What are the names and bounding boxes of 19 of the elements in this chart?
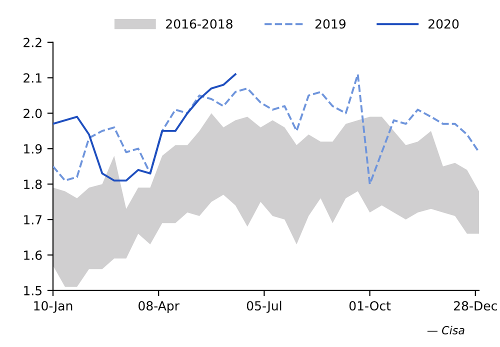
x-tick-label: 05-Jul <box>246 300 282 313</box>
line-series <box>53 73 479 186</box>
x-tick-label: 01-Oct <box>349 301 391 311</box>
x-tick-label: 08-Apr <box>138 301 180 313</box>
x-tick-label: 10-Jan <box>34 301 72 313</box>
y-tick-label: 1.9 <box>24 144 42 154</box>
legend-label: 2019 <box>315 19 346 29</box>
y-tick-label: 1.8 <box>24 180 42 190</box>
legend-label: 2016-2018 <box>166 19 232 29</box>
y-tick-label: 1.5 <box>24 286 42 296</box>
y-tick-label: 1.6 <box>24 250 42 260</box>
y-tick-label: 2.2 <box>24 38 42 48</box>
legend-label: 2020 <box>428 19 459 29</box>
text: — Cisa <box>427 326 464 334</box>
x-tick-label: 28-Dec <box>454 301 497 311</box>
y-tick-label: 2.0 <box>24 108 42 118</box>
line-series <box>53 73 236 182</box>
y-tick-label: 2.1 <box>24 73 42 83</box>
y-tick-label: 1.7 <box>24 215 42 224</box>
